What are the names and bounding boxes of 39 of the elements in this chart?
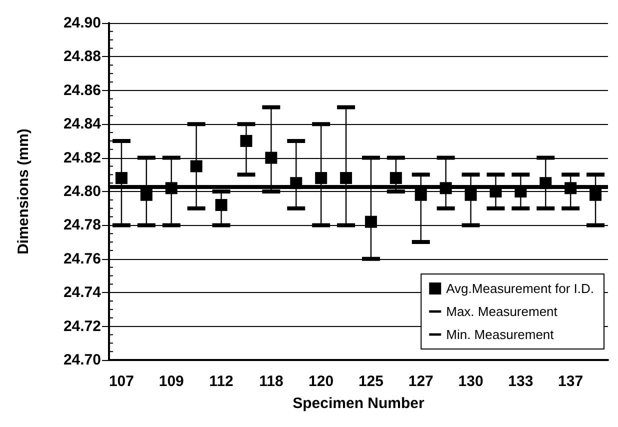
x-tick-label: 107 <box>108 373 134 390</box>
point <box>364 216 377 228</box>
point <box>190 160 202 172</box>
x-tick-label: 137 <box>558 373 584 390</box>
x-tick-label: 112 <box>209 373 234 390</box>
y-tick-label: 24.78 <box>63 216 101 234</box>
x-tick-label: 130 <box>458 373 484 390</box>
x-tick-label: 109 <box>158 373 184 390</box>
y-tick-label: 24.74 <box>63 284 102 302</box>
point <box>315 172 328 184</box>
point <box>115 172 128 184</box>
y-tick-label: 24.76 <box>63 250 101 268</box>
point <box>215 198 228 211</box>
point <box>414 188 427 201</box>
point <box>340 172 352 184</box>
x-tick-label: 127 <box>408 373 434 390</box>
legend-label: Min. Measurement <box>446 327 554 342</box>
x-tick-label: 118 <box>259 373 284 390</box>
legend-label: Avg.Measurement for I.D. <box>446 281 594 296</box>
x-tick-label: 120 <box>308 373 334 390</box>
point <box>265 152 278 164</box>
y-tick-label: 24.72 <box>63 318 101 335</box>
legend-label: Max. Measurement <box>446 304 558 319</box>
y-tick-label: 24.88 <box>63 48 101 66</box>
y-axis-title: Dimensions (mm) <box>15 128 32 254</box>
x-tick-label: 133 <box>508 373 534 390</box>
y-tick-label: 24.84 <box>63 116 102 133</box>
y-tick-label: 24.82 <box>63 149 101 166</box>
x-axis-title: Specimen Number <box>292 395 425 412</box>
point <box>140 188 152 201</box>
point <box>390 172 402 184</box>
y-tick-label: 24.90 <box>63 14 101 32</box>
point <box>464 188 477 201</box>
y-tick-label: 24.80 <box>63 183 101 200</box>
point <box>240 134 252 147</box>
x-tick-label: 125 <box>358 373 384 390</box>
point <box>590 188 602 201</box>
y-tick-label: 24.70 <box>63 352 101 368</box>
y-tick-label: 24.86 <box>63 82 101 99</box>
